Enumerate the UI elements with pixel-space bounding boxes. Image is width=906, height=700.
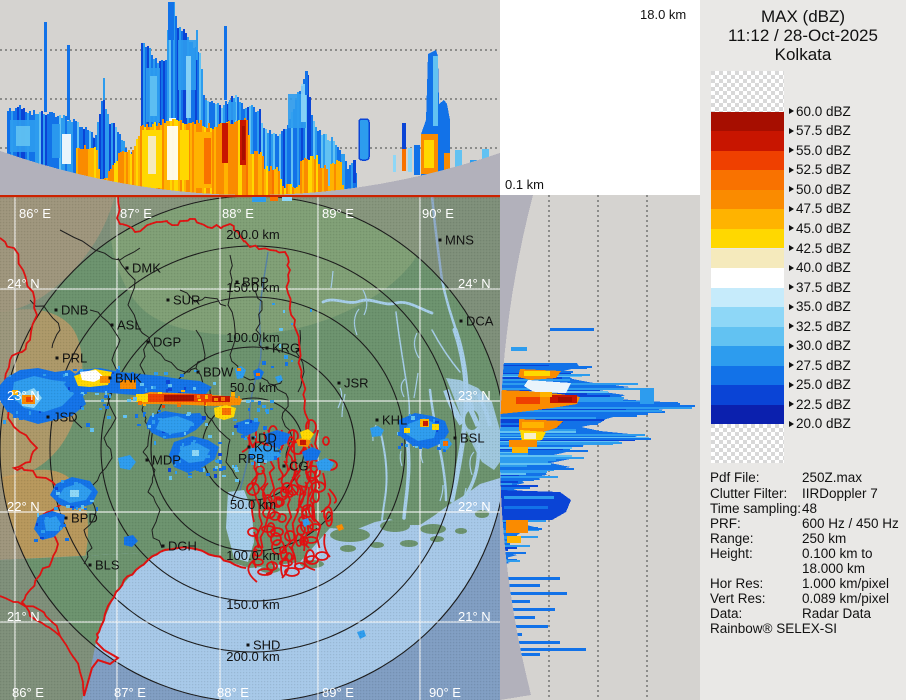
svg-text:88° E: 88° E xyxy=(217,685,249,700)
svg-text:87° E: 87° E xyxy=(114,685,146,700)
svg-text:150.0 km: 150.0 km xyxy=(226,597,279,612)
svg-text:100.0 km: 100.0 km xyxy=(226,330,279,345)
svg-text:MDP: MDP xyxy=(152,453,181,468)
svg-text:CG: CG xyxy=(289,459,309,474)
svg-text:90° E: 90° E xyxy=(429,685,461,700)
svg-text:21° N: 21° N xyxy=(458,609,491,624)
svg-text:24° N: 24° N xyxy=(458,276,491,291)
svg-text:BPD: BPD xyxy=(71,511,98,526)
svg-text:88° E: 88° E xyxy=(222,206,254,221)
svg-text:BRP: BRP xyxy=(242,275,269,290)
svg-text:BNK: BNK xyxy=(115,371,142,386)
svg-text:23° N: 23° N xyxy=(458,388,491,403)
svg-text:100.0 km: 100.0 km xyxy=(226,548,279,563)
svg-text:200.0 km: 200.0 km xyxy=(226,649,279,664)
svg-text:ASL: ASL xyxy=(117,318,142,333)
svg-text:86° E: 86° E xyxy=(19,206,51,221)
svg-text:22° N: 22° N xyxy=(458,499,491,514)
svg-text:24° N: 24° N xyxy=(7,276,40,291)
svg-text:KHL: KHL xyxy=(382,413,407,428)
svg-text:200.0 km: 200.0 km xyxy=(226,227,279,242)
svg-text:SUR: SUR xyxy=(173,293,200,308)
svg-text:90° E: 90° E xyxy=(422,206,454,221)
svg-text:150.0 km: 150.0 km xyxy=(226,280,279,295)
svg-text:BDW: BDW xyxy=(203,365,234,380)
svg-text:86° E: 86° E xyxy=(12,685,44,700)
svg-text:DGH: DGH xyxy=(168,539,197,554)
svg-text:50.0 km: 50.0 km xyxy=(230,497,276,512)
svg-text:21° N: 21° N xyxy=(7,609,40,624)
svg-text:RPB: RPB xyxy=(238,451,265,466)
svg-text:KOL: KOL xyxy=(254,440,280,455)
svg-text:PRL: PRL xyxy=(62,351,87,366)
svg-text:JSD: JSD xyxy=(53,410,78,425)
svg-text:DD: DD xyxy=(258,431,277,446)
svg-text:87° E: 87° E xyxy=(120,206,152,221)
svg-text:MNS: MNS xyxy=(445,233,474,248)
svg-text:89° E: 89° E xyxy=(322,685,354,700)
svg-text:JSR: JSR xyxy=(344,376,369,391)
svg-text:DCA: DCA xyxy=(466,314,494,329)
svg-text:SHD: SHD xyxy=(253,638,280,653)
svg-text:50.0 km: 50.0 km xyxy=(230,380,276,395)
svg-text:22° N: 22° N xyxy=(7,499,40,514)
svg-text:BLS: BLS xyxy=(95,558,120,573)
svg-text:BSL: BSL xyxy=(460,431,485,446)
svg-text:DNB: DNB xyxy=(61,303,88,318)
svg-text:23° N: 23° N xyxy=(7,388,40,403)
svg-text:DGP: DGP xyxy=(153,335,181,350)
svg-text:DMK: DMK xyxy=(132,261,161,276)
svg-text:89° E: 89° E xyxy=(322,206,354,221)
svg-text:KRG: KRG xyxy=(272,341,300,356)
